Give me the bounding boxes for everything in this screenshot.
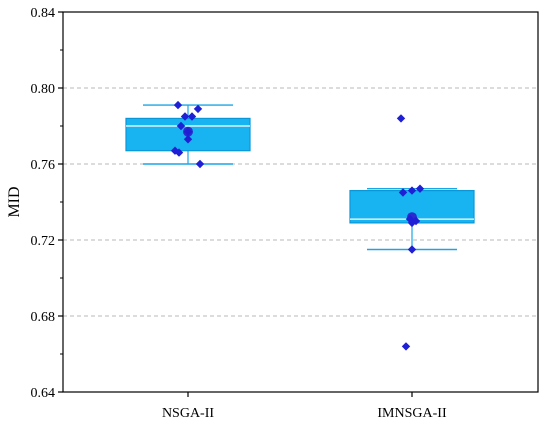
y-tick-label: 0.72	[31, 234, 56, 249]
y-tick-label: 0.68	[31, 310, 56, 325]
y-tick-label: 0.80	[31, 82, 56, 97]
x-tick-label: NSGA-II	[162, 406, 214, 421]
data-point	[407, 218, 417, 228]
data-point	[176, 121, 186, 131]
plot-area	[125, 100, 475, 351]
data-point	[183, 135, 193, 144]
data-point	[396, 114, 406, 123]
data-point	[180, 112, 190, 121]
data-point	[401, 342, 411, 351]
data-point	[415, 184, 425, 193]
y-tick-label: 0.76	[31, 158, 56, 173]
data-point	[407, 186, 417, 195]
x-tick-label: IMNSGA-II	[377, 406, 447, 421]
box-group-nsga-ii	[125, 100, 251, 169]
grid-lines	[63, 87, 538, 317]
data-point	[183, 127, 193, 136]
data-point	[407, 245, 417, 254]
y-tick-label: 0.64	[31, 386, 56, 401]
data-point	[195, 159, 205, 169]
data-point	[193, 104, 203, 114]
data-point	[174, 148, 184, 157]
y-tick-label: 0.84	[31, 6, 56, 21]
axes: 0.64 0.68 0.72 0.76 0.80 0.84 NSGA-II IMNSGA-II	[31, 6, 539, 421]
data-point	[411, 216, 421, 226]
data-point	[187, 112, 197, 121]
y-axis-label: MID	[6, 186, 23, 217]
data-point	[173, 100, 183, 110]
box-group-imnsga-ii	[349, 114, 475, 351]
data-point	[398, 188, 408, 197]
